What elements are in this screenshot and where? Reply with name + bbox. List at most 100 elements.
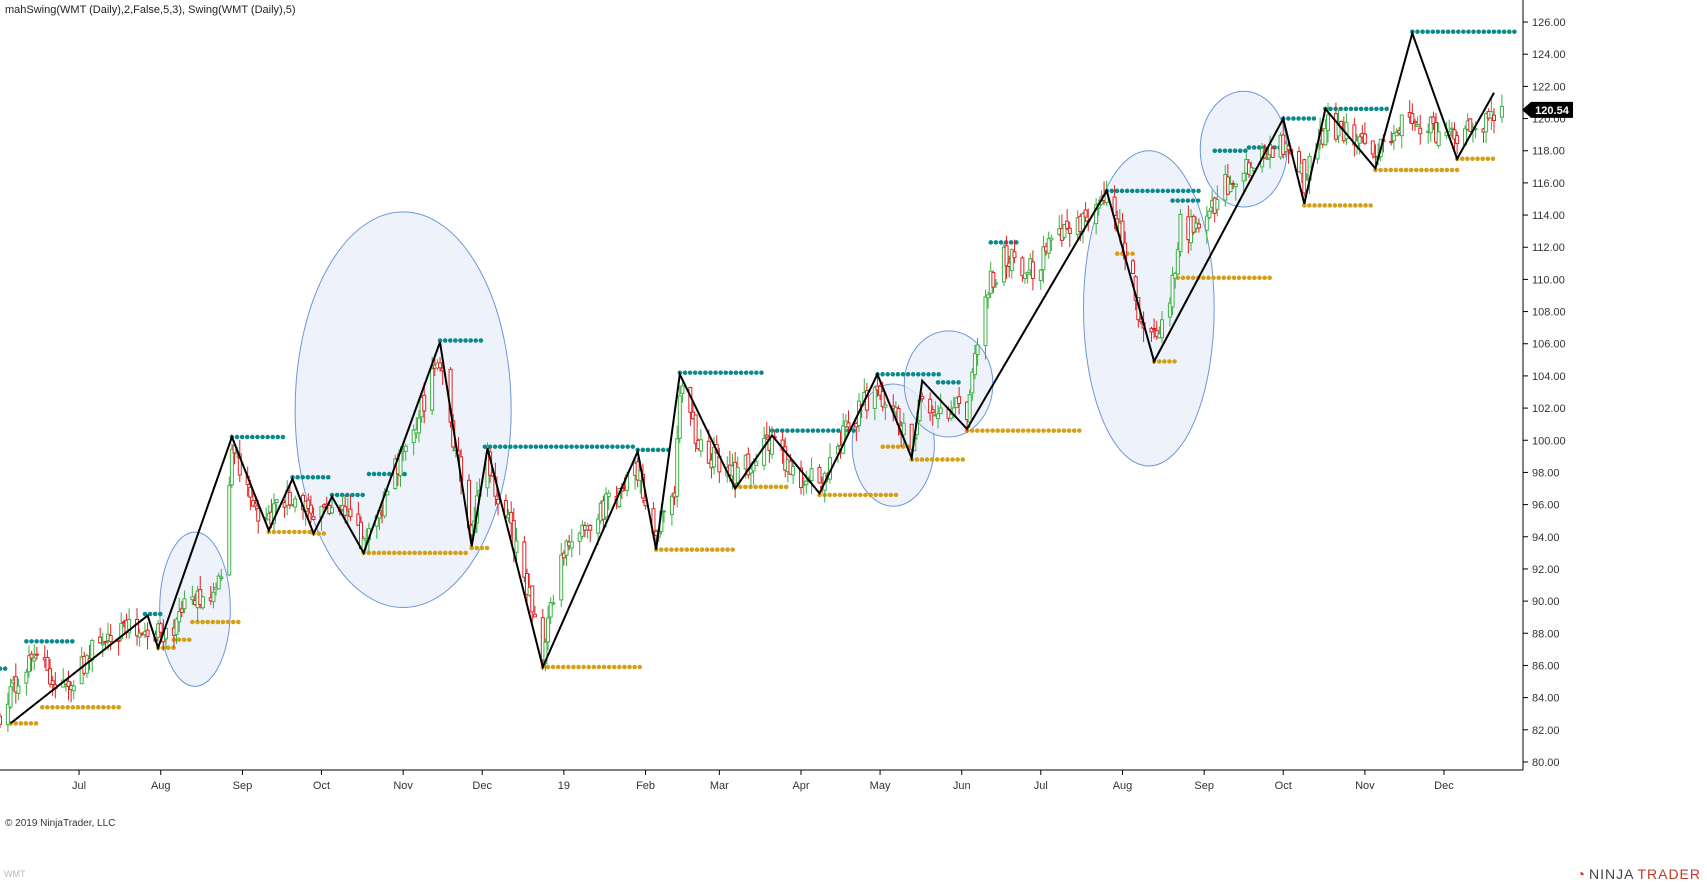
candle — [127, 608, 132, 639]
candle — [994, 279, 999, 288]
candle — [1270, 145, 1275, 158]
candle — [1492, 107, 1497, 134]
candle — [8, 678, 13, 709]
x-tick-label: Oct — [313, 780, 330, 792]
candle — [1428, 115, 1433, 143]
candle — [98, 627, 103, 644]
candle — [1484, 112, 1489, 144]
candle — [817, 464, 822, 484]
candle — [403, 443, 408, 461]
candle — [1154, 320, 1159, 340]
y-tick-label: 124.00 — [1532, 49, 1566, 61]
candle — [1412, 118, 1417, 132]
candle — [577, 531, 582, 555]
candle — [604, 487, 609, 528]
candle — [182, 590, 187, 614]
candle — [1215, 185, 1220, 217]
candle — [348, 494, 353, 522]
candle — [669, 492, 674, 526]
candle — [496, 490, 501, 516]
y-tick-label: 104.00 — [1532, 371, 1566, 383]
candle — [1431, 111, 1436, 130]
highlight-circles-layer — [159, 90, 1288, 687]
last-price-marker: 120.54 — [1522, 101, 1573, 118]
candle — [71, 680, 76, 700]
x-tick-label: Jul — [1034, 780, 1048, 792]
candle — [1302, 158, 1307, 197]
candle — [174, 617, 179, 645]
candle — [100, 632, 105, 658]
candle — [422, 382, 427, 424]
candle — [108, 624, 113, 651]
candle — [735, 456, 740, 487]
candle — [416, 410, 421, 443]
candle — [975, 337, 980, 366]
candle — [972, 345, 977, 380]
candle — [548, 597, 553, 625]
x-tick-label: Feb — [636, 780, 655, 792]
candle — [675, 425, 680, 508]
indicator-label: mahSwing(WMT (Daily),2,False,5,3), Swing… — [5, 4, 296, 16]
y-tick-label: 100.00 — [1532, 435, 1566, 447]
candle — [1167, 297, 1172, 327]
y-tick-label: 126.00 — [1532, 17, 1566, 29]
candle — [179, 601, 184, 618]
candle — [1399, 114, 1404, 149]
x-tick-label: Oct — [1275, 780, 1292, 792]
candle — [50, 676, 55, 697]
candle — [1020, 255, 1025, 282]
candle — [34, 646, 39, 660]
y-tick-label: 90.00 — [1532, 596, 1560, 608]
swing-line-layer — [9, 29, 1495, 725]
candle — [1418, 114, 1423, 145]
candle — [308, 495, 313, 524]
y-tick-label: 92.00 — [1532, 564, 1560, 576]
y-tick-label: 118.00 — [1532, 146, 1565, 158]
y-tick-label: 94.00 — [1532, 532, 1560, 544]
candle — [1468, 118, 1473, 133]
candle — [1062, 223, 1067, 240]
candle — [532, 606, 537, 618]
candle — [662, 510, 667, 523]
candle — [883, 401, 888, 421]
x-tick-label: Nov — [1355, 780, 1375, 792]
candle — [1038, 269, 1043, 290]
candle — [219, 568, 224, 581]
candle — [693, 414, 698, 453]
candle — [190, 585, 195, 605]
x-tick-label: Apr — [792, 780, 809, 792]
candle — [32, 644, 37, 671]
candle — [846, 410, 851, 434]
y-tick-label: 96.00 — [1532, 500, 1560, 512]
candle — [1149, 326, 1154, 342]
candle — [1455, 131, 1460, 155]
ninjatrader-logo-icon: ◔ — [1576, 866, 1586, 882]
candle — [1131, 258, 1136, 275]
candle — [580, 520, 585, 539]
candle — [930, 405, 935, 426]
candle — [1370, 140, 1375, 159]
candle — [1030, 250, 1035, 291]
candle — [809, 457, 814, 495]
candle — [84, 653, 89, 678]
candle — [411, 424, 416, 456]
candle — [26, 645, 31, 678]
candle — [1389, 131, 1394, 146]
candle — [957, 386, 962, 415]
candle — [306, 493, 311, 521]
candle — [1415, 116, 1420, 128]
candle — [530, 585, 535, 622]
y-tick-label: 88.00 — [1532, 628, 1560, 640]
candle — [24, 669, 29, 696]
x-tick-label: Jun — [953, 780, 971, 792]
candle — [1233, 183, 1238, 201]
logo-trader-text: TRADER — [1637, 866, 1701, 882]
candle — [1449, 121, 1454, 138]
candle — [983, 289, 988, 360]
x-tick-label: Sep — [1194, 780, 1214, 792]
y-tick-label: 122.00 — [1532, 81, 1566, 93]
candle — [543, 638, 548, 672]
candle — [783, 437, 788, 478]
candle — [1049, 234, 1054, 251]
